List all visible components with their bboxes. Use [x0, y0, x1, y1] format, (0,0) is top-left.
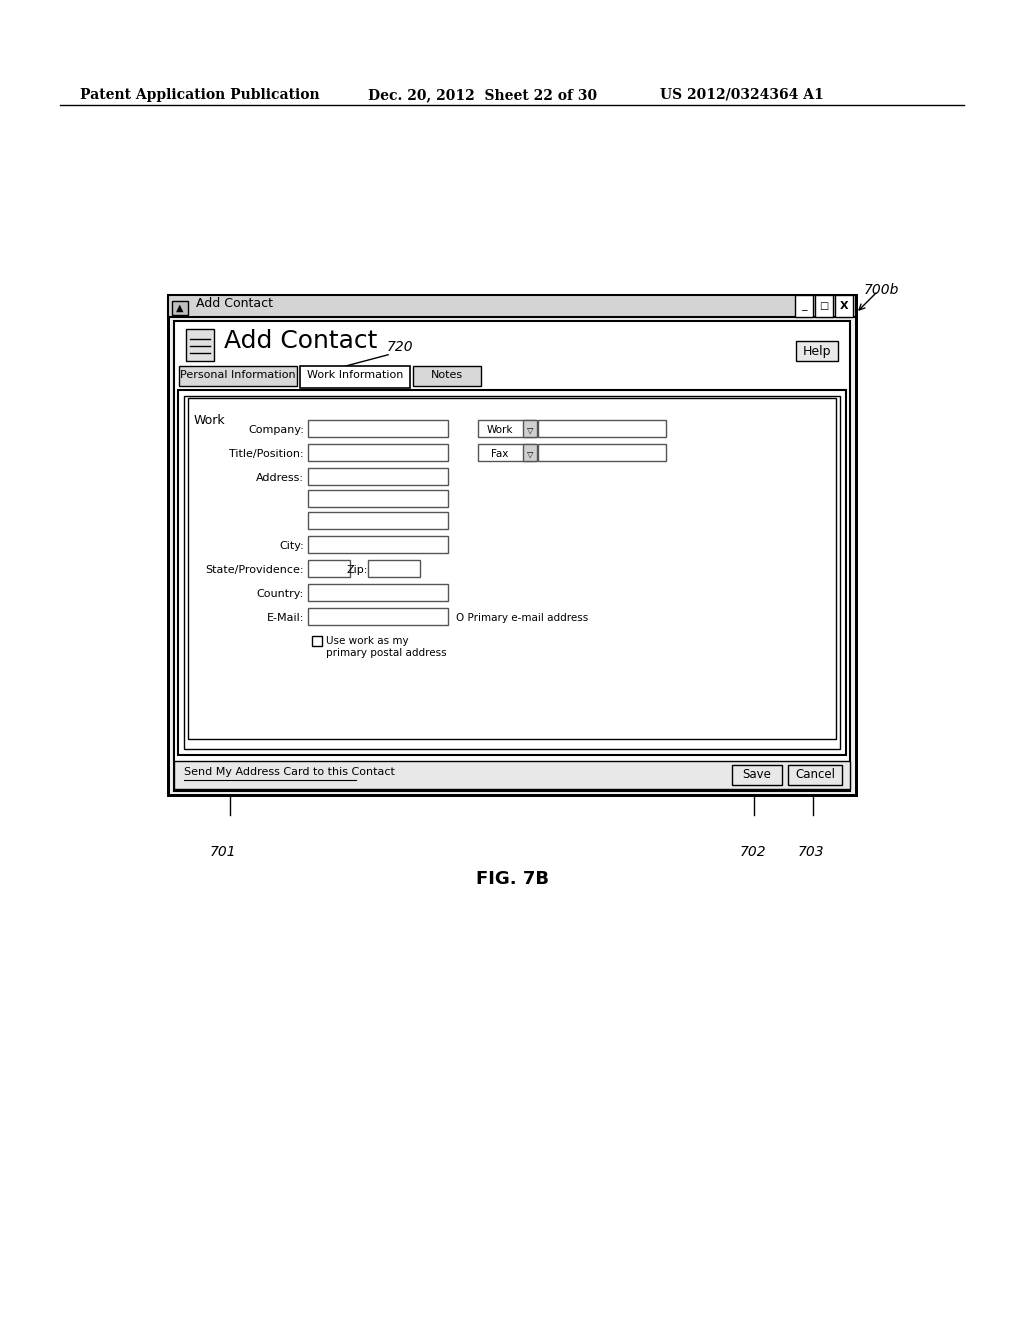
Bar — [308, 583, 449, 601]
Text: FIG. 7B: FIG. 7B — [475, 870, 549, 888]
Bar — [478, 420, 536, 437]
Bar — [368, 560, 420, 577]
Bar — [308, 536, 449, 553]
Text: 720: 720 — [387, 341, 414, 354]
Bar — [538, 444, 666, 461]
Bar — [178, 389, 846, 755]
Bar — [835, 294, 853, 317]
Bar — [308, 420, 449, 437]
Bar — [815, 294, 833, 317]
Text: 703: 703 — [798, 845, 824, 859]
Text: X: X — [840, 301, 848, 312]
Text: City:: City: — [280, 541, 304, 550]
Bar — [796, 341, 838, 360]
Text: Save: Save — [742, 768, 771, 781]
Bar — [523, 420, 537, 437]
Bar — [168, 294, 856, 795]
Bar — [168, 294, 856, 795]
Text: Work: Work — [194, 414, 225, 426]
Bar — [788, 766, 842, 785]
Text: Work: Work — [486, 425, 513, 436]
Text: Personal Information: Personal Information — [180, 370, 296, 380]
Text: Cancel: Cancel — [795, 768, 835, 781]
Text: 702: 702 — [740, 845, 767, 859]
Text: 701: 701 — [210, 845, 237, 859]
Text: ▽: ▽ — [526, 450, 534, 458]
Bar — [186, 329, 214, 360]
Text: Country:: Country: — [257, 589, 304, 599]
Bar — [172, 301, 188, 315]
Bar — [179, 366, 297, 385]
Text: Address:: Address: — [256, 473, 304, 483]
Bar — [523, 444, 537, 461]
Text: Zip:: Zip: — [347, 565, 368, 576]
Text: State/Providence:: State/Providence: — [206, 565, 304, 576]
Text: ▲: ▲ — [176, 304, 183, 313]
Bar — [168, 294, 856, 317]
Bar — [174, 321, 850, 791]
Bar — [308, 490, 449, 507]
Bar — [308, 469, 449, 484]
Bar — [732, 766, 782, 785]
Text: ▽: ▽ — [526, 425, 534, 434]
Bar — [478, 444, 536, 461]
Bar — [188, 399, 836, 739]
Text: Use work as my
primary postal address: Use work as my primary postal address — [326, 636, 446, 657]
Bar — [312, 636, 322, 645]
Text: _: _ — [801, 301, 807, 312]
Bar — [308, 512, 449, 529]
Text: 700b: 700b — [864, 282, 899, 297]
Text: Patent Application Publication: Patent Application Publication — [80, 88, 319, 102]
Text: O Primary e-mail address: O Primary e-mail address — [456, 612, 588, 623]
Text: Dec. 20, 2012  Sheet 22 of 30: Dec. 20, 2012 Sheet 22 of 30 — [368, 88, 597, 102]
Text: E-Mail:: E-Mail: — [266, 612, 304, 623]
Text: Send My Address Card to this Contact: Send My Address Card to this Contact — [184, 767, 395, 777]
Bar — [308, 609, 449, 624]
Bar — [308, 444, 449, 461]
Text: Fax: Fax — [492, 449, 509, 459]
Text: Add Contact: Add Contact — [224, 329, 378, 352]
Text: US 2012/0324364 A1: US 2012/0324364 A1 — [660, 88, 823, 102]
Bar — [300, 366, 410, 388]
Bar — [413, 366, 481, 385]
Text: □: □ — [819, 301, 828, 312]
Text: Help: Help — [803, 345, 831, 358]
Bar — [795, 294, 813, 317]
Text: Work Information: Work Information — [307, 370, 403, 380]
Bar — [308, 560, 350, 577]
Bar — [538, 420, 666, 437]
Bar — [184, 396, 840, 748]
Text: Title/Position:: Title/Position: — [229, 449, 304, 459]
Text: Company:: Company: — [248, 425, 304, 436]
Text: Add Contact: Add Contact — [196, 297, 273, 310]
Bar — [174, 762, 850, 789]
Text: Notes: Notes — [431, 370, 463, 380]
